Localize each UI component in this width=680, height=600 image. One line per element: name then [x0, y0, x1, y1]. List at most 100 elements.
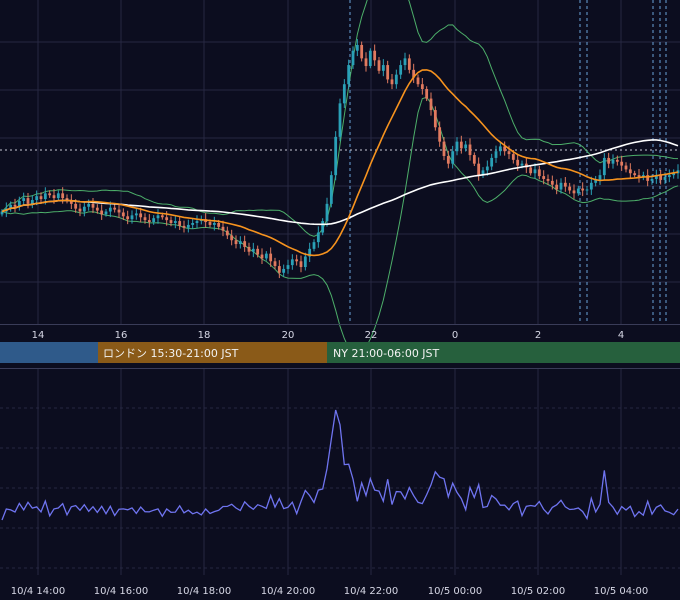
candle-body	[299, 261, 303, 268]
candle-body	[212, 223, 216, 225]
x-tick: 10/4 22:00	[344, 586, 398, 597]
oscillator-grid	[0, 369, 680, 575]
candle-body	[95, 207, 99, 211]
candle-body	[550, 180, 554, 185]
candle-body	[78, 208, 82, 212]
candle-body	[529, 167, 533, 174]
candle-body	[87, 203, 91, 207]
candle-body	[624, 165, 628, 170]
candle-body	[273, 261, 277, 267]
candle-body	[620, 161, 624, 166]
candle-body	[91, 203, 95, 208]
candle-body	[130, 215, 134, 220]
candle-body	[364, 58, 368, 67]
candle-body	[139, 213, 143, 218]
candle-body	[221, 226, 225, 231]
candle-body	[503, 146, 507, 152]
candle-body	[542, 176, 546, 179]
candle-body	[61, 193, 65, 199]
candle-body	[143, 217, 147, 221]
candle-body	[52, 195, 56, 199]
x-tick: 10/5 04:00	[594, 586, 648, 597]
candle-body	[407, 58, 411, 70]
x-tick: 18	[198, 330, 211, 341]
moving-averages	[1, 69, 679, 257]
candle-body	[56, 193, 60, 199]
session-ny	[327, 342, 680, 363]
candle-body	[572, 190, 576, 194]
candle-body	[589, 182, 593, 190]
candle-body	[628, 169, 632, 174]
x-tick: 10/4 14:00	[11, 586, 65, 597]
bollinger-lower	[1, 96, 679, 359]
candle-body	[446, 156, 450, 164]
moving-average-fast	[1, 69, 679, 257]
candle-body	[399, 65, 403, 75]
candle-body	[386, 65, 390, 80]
candle-body	[147, 220, 151, 223]
x-tick: 2	[535, 330, 541, 341]
candle-body	[654, 175, 658, 179]
candle-body	[533, 169, 537, 174]
candle-body	[559, 182, 563, 190]
candle-body	[511, 154, 515, 160]
candle-body	[594, 179, 598, 183]
candle-body	[238, 241, 242, 245]
session-london	[98, 342, 327, 363]
oscillator-line	[1, 409, 679, 521]
candle-body	[472, 155, 476, 164]
candles	[0, 39, 680, 279]
candle-body	[156, 215, 160, 219]
candle-body	[663, 177, 667, 180]
candle-body	[113, 207, 117, 210]
session-tokyo	[0, 342, 98, 363]
candle-body	[464, 144, 468, 149]
candle-body	[373, 50, 377, 61]
candle-body	[134, 213, 138, 216]
candle-body	[22, 198, 26, 201]
candle-body	[355, 44, 359, 51]
session-markers	[349, 0, 667, 324]
candle-body	[611, 159, 615, 164]
x-tick: 0	[452, 330, 458, 341]
candle-body	[48, 193, 52, 196]
candle-body	[667, 175, 671, 178]
candle-body	[468, 144, 472, 156]
bollinger-bands	[1, 0, 679, 359]
candle-body	[659, 175, 663, 180]
candle-body	[347, 65, 351, 85]
candle-body	[451, 151, 455, 164]
candle-body	[282, 268, 286, 273]
candle-body	[247, 246, 251, 252]
x-tick: 10/4 20:00	[261, 586, 315, 597]
x-tick: 22	[365, 330, 378, 341]
candle-body	[637, 175, 641, 178]
candle-body	[182, 225, 186, 228]
candle-body	[121, 212, 125, 217]
candle-body	[30, 200, 34, 204]
candle-body	[308, 248, 312, 257]
candle-body	[217, 223, 221, 227]
candle-body	[260, 254, 264, 259]
x-tick: 10/4 18:00	[177, 586, 231, 597]
candle-body	[672, 173, 676, 176]
candle-body	[295, 259, 299, 262]
candle-body	[256, 248, 260, 255]
candle-body	[420, 84, 424, 89]
candle-body	[312, 242, 316, 249]
candle-body	[602, 157, 606, 176]
candle-body	[390, 79, 394, 85]
candle-body	[17, 200, 21, 207]
candle-body	[186, 224, 190, 228]
candle-body	[225, 230, 229, 236]
candle-body	[351, 50, 355, 66]
candle-body	[65, 198, 69, 201]
candle-body	[0, 211, 4, 215]
candle-body	[546, 178, 550, 181]
candle-body	[165, 217, 169, 221]
candle-body	[338, 103, 342, 137]
candle-body	[329, 175, 333, 204]
candle-body	[438, 127, 442, 142]
candle-body	[520, 163, 524, 166]
